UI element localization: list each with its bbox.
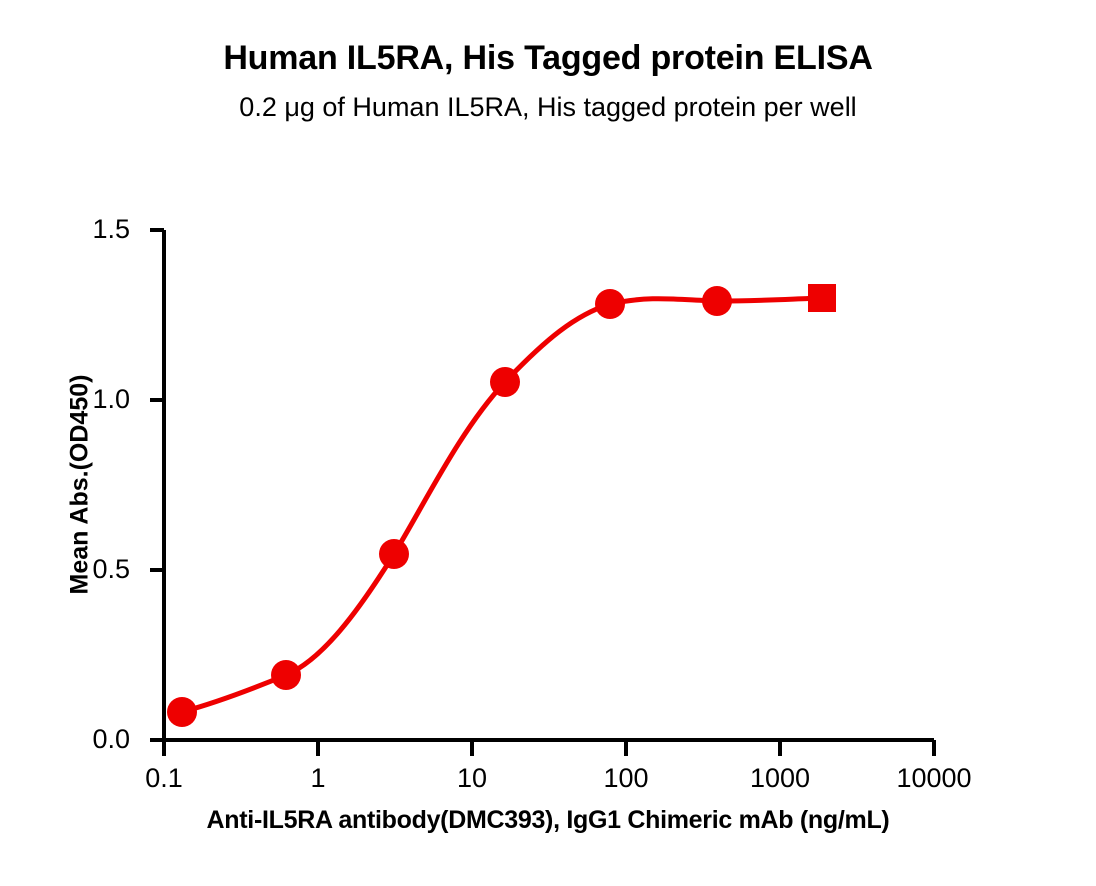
x-tick-label-2: 1	[310, 763, 326, 793]
x-tick-label-5: 1000	[749, 763, 811, 793]
data-point-markers	[167, 284, 836, 727]
y-axis-ticks	[150, 228, 164, 742]
chart-title: Human IL5RA, His Tagged protein ELISA	[223, 39, 873, 77]
y-tick-label-4: 0.0	[92, 724, 130, 754]
chart-subtitle: 0.2 μg of Human IL5RA, His tagged protei…	[239, 92, 857, 122]
data-point-3	[379, 539, 409, 569]
x-axis-title: Anti-IL5RA antibody(DMC393), IgG1 Chimer…	[206, 806, 890, 834]
y-tick-label-2: 1.0	[92, 384, 130, 414]
x-tick-label-1: 0.1	[145, 763, 183, 793]
sigmoid-fit-curve	[179, 295, 825, 715]
x-tick-label-6: 10000	[896, 763, 972, 793]
y-tick-label-3: 0.5	[92, 554, 130, 584]
x-tick-label-3: 10	[456, 763, 488, 793]
data-point-6	[702, 286, 732, 316]
x-axis-ticks	[162, 740, 936, 756]
data-point-4	[490, 367, 520, 397]
data-point-5	[595, 289, 625, 319]
data-point-1	[167, 697, 197, 727]
y-tick-label-1: 1.5	[92, 214, 130, 244]
x-tick-label-4: 100	[603, 763, 649, 793]
data-point-7	[808, 284, 836, 312]
data-point-2	[271, 660, 301, 690]
